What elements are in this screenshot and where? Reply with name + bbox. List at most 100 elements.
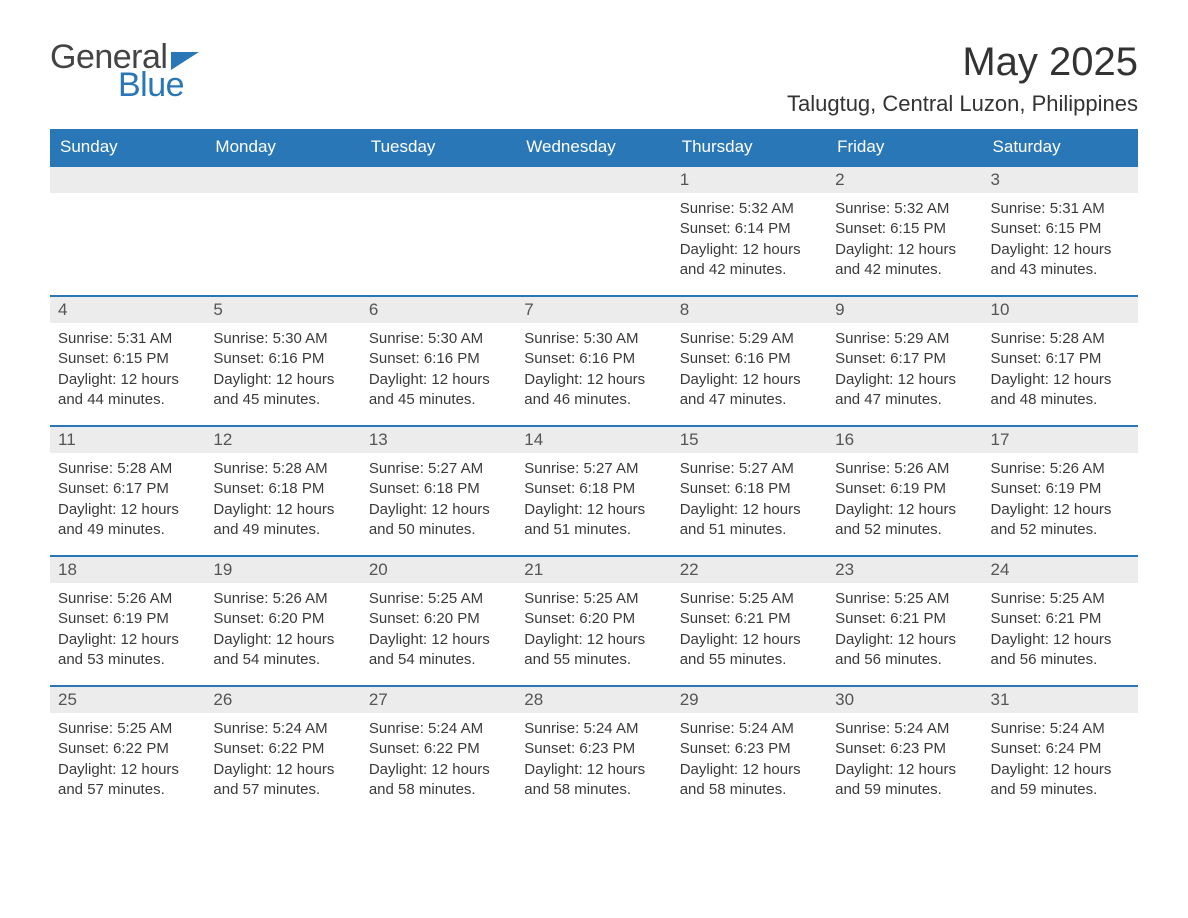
logo-triangle-icon — [171, 52, 199, 70]
day-cell: 11Sunrise: 5:28 AMSunset: 6:17 PMDayligh… — [50, 427, 205, 555]
sunrise-text: Sunrise: 5:28 AM — [58, 459, 197, 479]
sunrise-text: Sunrise: 5:25 AM — [58, 719, 197, 739]
day-body — [516, 193, 671, 283]
day-body: Sunrise: 5:29 AMSunset: 6:16 PMDaylight:… — [672, 323, 827, 420]
sunset-text: Sunset: 6:18 PM — [680, 479, 819, 499]
day-number: 4 — [50, 297, 205, 323]
daylight-text: Daylight: 12 hours and 58 minutes. — [524, 760, 663, 801]
day-number: 6 — [361, 297, 516, 323]
sunrise-text: Sunrise: 5:24 AM — [213, 719, 352, 739]
daylight-text: Daylight: 12 hours and 53 minutes. — [58, 630, 197, 671]
daylight-text: Daylight: 12 hours and 57 minutes. — [213, 760, 352, 801]
sunrise-text: Sunrise: 5:31 AM — [58, 329, 197, 349]
day-body: Sunrise: 5:31 AMSunset: 6:15 PMDaylight:… — [50, 323, 205, 420]
sunrise-text: Sunrise: 5:30 AM — [213, 329, 352, 349]
sunrise-text: Sunrise: 5:25 AM — [680, 589, 819, 609]
daylight-text: Daylight: 12 hours and 54 minutes. — [213, 630, 352, 671]
sunset-text: Sunset: 6:18 PM — [369, 479, 508, 499]
day-body: Sunrise: 5:25 AMSunset: 6:21 PMDaylight:… — [983, 583, 1138, 680]
sunset-text: Sunset: 6:22 PM — [369, 739, 508, 759]
week-row: 1Sunrise: 5:32 AMSunset: 6:14 PMDaylight… — [50, 165, 1138, 295]
sunrise-text: Sunrise: 5:25 AM — [991, 589, 1130, 609]
day-body: Sunrise: 5:25 AMSunset: 6:21 PMDaylight:… — [672, 583, 827, 680]
day-number: 8 — [672, 297, 827, 323]
day-body: Sunrise: 5:25 AMSunset: 6:20 PMDaylight:… — [361, 583, 516, 680]
day-cell: 31Sunrise: 5:24 AMSunset: 6:24 PMDayligh… — [983, 687, 1138, 815]
sunrise-text: Sunrise: 5:32 AM — [835, 199, 974, 219]
day-number: 14 — [516, 427, 671, 453]
day-cell: 26Sunrise: 5:24 AMSunset: 6:22 PMDayligh… — [205, 687, 360, 815]
sunrise-text: Sunrise: 5:24 AM — [369, 719, 508, 739]
sunrise-text: Sunrise: 5:24 AM — [680, 719, 819, 739]
day-cell: 22Sunrise: 5:25 AMSunset: 6:21 PMDayligh… — [672, 557, 827, 685]
day-body: Sunrise: 5:32 AMSunset: 6:14 PMDaylight:… — [672, 193, 827, 290]
sunset-text: Sunset: 6:15 PM — [991, 219, 1130, 239]
daylight-text: Daylight: 12 hours and 52 minutes. — [835, 500, 974, 541]
daylight-text: Daylight: 12 hours and 50 minutes. — [369, 500, 508, 541]
location: Talugtug, Central Luzon, Philippines — [787, 91, 1138, 117]
day-body — [50, 193, 205, 283]
day-number: 13 — [361, 427, 516, 453]
day-number: 24 — [983, 557, 1138, 583]
day-body: Sunrise: 5:29 AMSunset: 6:17 PMDaylight:… — [827, 323, 982, 420]
day-body: Sunrise: 5:30 AMSunset: 6:16 PMDaylight:… — [361, 323, 516, 420]
day-cell: 19Sunrise: 5:26 AMSunset: 6:20 PMDayligh… — [205, 557, 360, 685]
sunset-text: Sunset: 6:16 PM — [369, 349, 508, 369]
daylight-text: Daylight: 12 hours and 49 minutes. — [58, 500, 197, 541]
daylight-text: Daylight: 12 hours and 44 minutes. — [58, 370, 197, 411]
sunset-text: Sunset: 6:21 PM — [991, 609, 1130, 629]
week-row: 25Sunrise: 5:25 AMSunset: 6:22 PMDayligh… — [50, 685, 1138, 815]
sunrise-text: Sunrise: 5:30 AM — [369, 329, 508, 349]
day-number: 15 — [672, 427, 827, 453]
day-cell: 20Sunrise: 5:25 AMSunset: 6:20 PMDayligh… — [361, 557, 516, 685]
sunset-text: Sunset: 6:19 PM — [835, 479, 974, 499]
sunset-text: Sunset: 6:22 PM — [213, 739, 352, 759]
sunrise-text: Sunrise: 5:25 AM — [835, 589, 974, 609]
day-cell: 15Sunrise: 5:27 AMSunset: 6:18 PMDayligh… — [672, 427, 827, 555]
sunset-text: Sunset: 6:14 PM — [680, 219, 819, 239]
logo: General Blue — [50, 40, 199, 102]
day-number: 22 — [672, 557, 827, 583]
day-cell: 9Sunrise: 5:29 AMSunset: 6:17 PMDaylight… — [827, 297, 982, 425]
day-number — [516, 167, 671, 193]
week-row: 18Sunrise: 5:26 AMSunset: 6:19 PMDayligh… — [50, 555, 1138, 685]
day-number: 19 — [205, 557, 360, 583]
daylight-text: Daylight: 12 hours and 45 minutes. — [369, 370, 508, 411]
sunrise-text: Sunrise: 5:26 AM — [835, 459, 974, 479]
day-number: 9 — [827, 297, 982, 323]
sunset-text: Sunset: 6:23 PM — [680, 739, 819, 759]
sunset-text: Sunset: 6:17 PM — [991, 349, 1130, 369]
day-cell: 13Sunrise: 5:27 AMSunset: 6:18 PMDayligh… — [361, 427, 516, 555]
day-cell: 6Sunrise: 5:30 AMSunset: 6:16 PMDaylight… — [361, 297, 516, 425]
day-number: 27 — [361, 687, 516, 713]
sunset-text: Sunset: 6:15 PM — [58, 349, 197, 369]
day-number: 10 — [983, 297, 1138, 323]
day-body: Sunrise: 5:28 AMSunset: 6:17 PMDaylight:… — [983, 323, 1138, 420]
day-cell: 21Sunrise: 5:25 AMSunset: 6:20 PMDayligh… — [516, 557, 671, 685]
day-cell: 30Sunrise: 5:24 AMSunset: 6:23 PMDayligh… — [827, 687, 982, 815]
day-number: 11 — [50, 427, 205, 453]
sunset-text: Sunset: 6:23 PM — [524, 739, 663, 759]
sunrise-text: Sunrise: 5:26 AM — [58, 589, 197, 609]
day-cell: 17Sunrise: 5:26 AMSunset: 6:19 PMDayligh… — [983, 427, 1138, 555]
sunrise-text: Sunrise: 5:31 AM — [991, 199, 1130, 219]
daylight-text: Daylight: 12 hours and 59 minutes. — [991, 760, 1130, 801]
daylight-text: Daylight: 12 hours and 51 minutes. — [524, 500, 663, 541]
day-body: Sunrise: 5:28 AMSunset: 6:18 PMDaylight:… — [205, 453, 360, 550]
day-cell: 3Sunrise: 5:31 AMSunset: 6:15 PMDaylight… — [983, 167, 1138, 295]
weekday-header: Saturday — [983, 129, 1138, 165]
weekday-header: Friday — [827, 129, 982, 165]
sunset-text: Sunset: 6:19 PM — [991, 479, 1130, 499]
day-body — [205, 193, 360, 283]
day-cell: 4Sunrise: 5:31 AMSunset: 6:15 PMDaylight… — [50, 297, 205, 425]
day-number: 2 — [827, 167, 982, 193]
day-number: 21 — [516, 557, 671, 583]
week-row: 11Sunrise: 5:28 AMSunset: 6:17 PMDayligh… — [50, 425, 1138, 555]
daylight-text: Daylight: 12 hours and 52 minutes. — [991, 500, 1130, 541]
day-body: Sunrise: 5:25 AMSunset: 6:22 PMDaylight:… — [50, 713, 205, 810]
day-cell: 2Sunrise: 5:32 AMSunset: 6:15 PMDaylight… — [827, 167, 982, 295]
sunset-text: Sunset: 6:20 PM — [369, 609, 508, 629]
day-body: Sunrise: 5:27 AMSunset: 6:18 PMDaylight:… — [672, 453, 827, 550]
day-cell: 25Sunrise: 5:25 AMSunset: 6:22 PMDayligh… — [50, 687, 205, 815]
day-cell: 10Sunrise: 5:28 AMSunset: 6:17 PMDayligh… — [983, 297, 1138, 425]
